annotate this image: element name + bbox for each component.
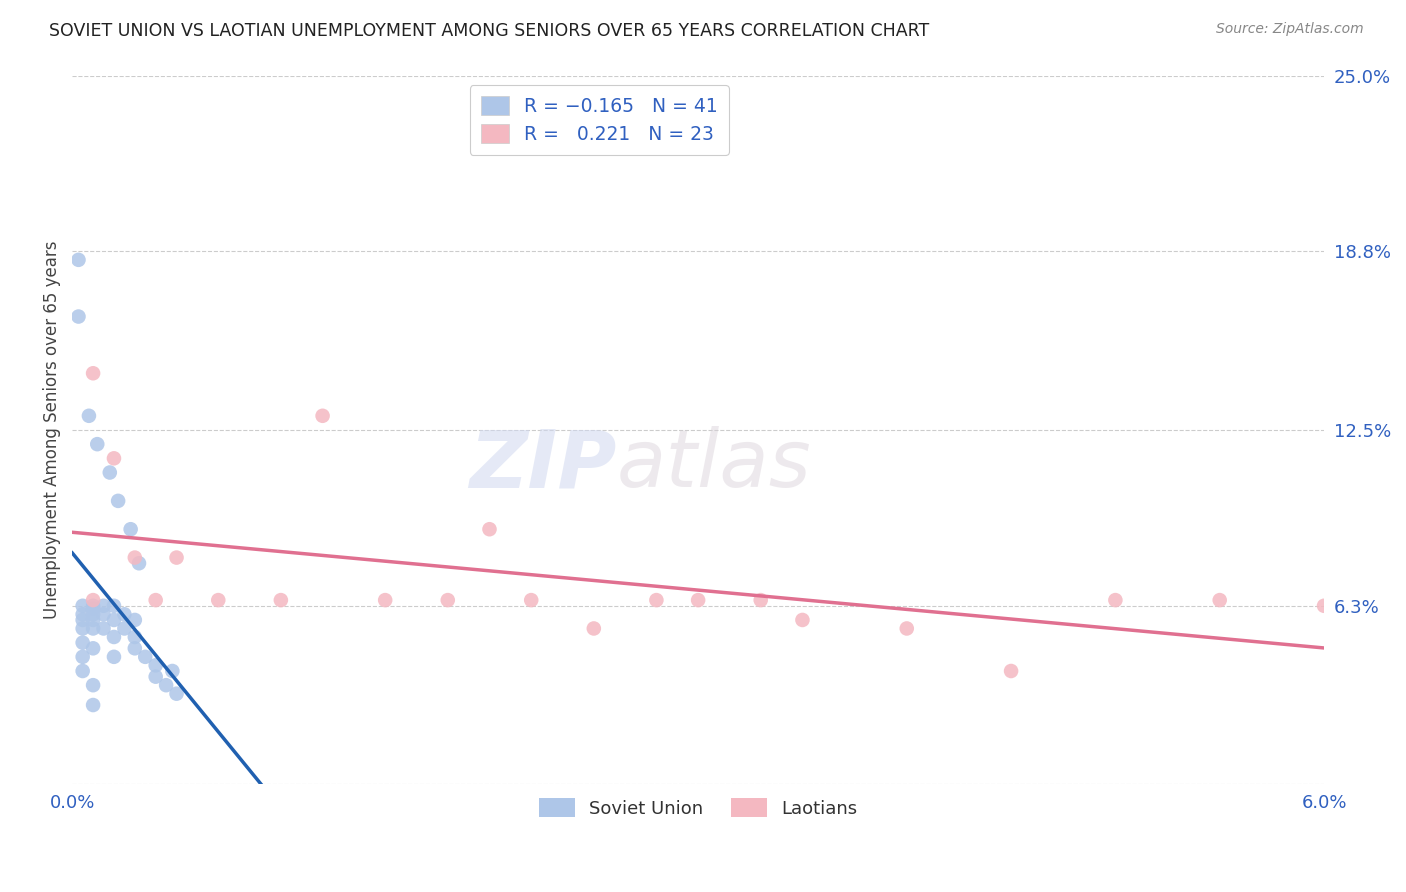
Point: [93, 599, 115, 613]
Point: [311, 409, 333, 423]
Point: [82, 698, 104, 712]
Point: [688, 593, 710, 607]
Point: [103, 630, 125, 644]
Point: [72, 622, 94, 636]
Point: [67, 310, 90, 324]
Point: [72, 613, 94, 627]
Point: [103, 451, 125, 466]
Point: [145, 593, 167, 607]
Text: atlas: atlas: [617, 426, 811, 504]
Point: [120, 522, 142, 536]
Point: [145, 670, 167, 684]
Point: [374, 593, 396, 607]
Point: [72, 607, 94, 622]
Point: [124, 613, 146, 627]
Point: [1209, 593, 1232, 607]
Point: [145, 658, 167, 673]
Point: [103, 599, 125, 613]
Point: [162, 664, 184, 678]
Y-axis label: Unemployment Among Seniors over 65 years: Unemployment Among Seniors over 65 years: [44, 241, 60, 619]
Text: SOVIET UNION VS LAOTIAN UNEMPLOYMENT AMONG SENIORS OVER 65 YEARS CORRELATION CHA: SOVIET UNION VS LAOTIAN UNEMPLOYMENT AMO…: [49, 22, 929, 40]
Point: [82, 607, 104, 622]
Point: [582, 622, 605, 636]
Point: [82, 599, 104, 613]
Point: [107, 494, 129, 508]
Point: [112, 607, 135, 622]
Point: [134, 649, 156, 664]
Point: [82, 622, 104, 636]
Text: Source: ZipAtlas.com: Source: ZipAtlas.com: [1216, 22, 1364, 37]
Point: [103, 613, 125, 627]
Point: [72, 635, 94, 649]
Point: [72, 649, 94, 664]
Point: [1313, 599, 1336, 613]
Point: [82, 613, 104, 627]
Point: [77, 409, 100, 423]
Point: [93, 607, 115, 622]
Point: [103, 649, 125, 664]
Point: [82, 366, 104, 380]
Point: [896, 622, 918, 636]
Point: [128, 556, 150, 570]
Point: [166, 550, 188, 565]
Point: [124, 550, 146, 565]
Point: [67, 252, 90, 267]
Text: ZIP: ZIP: [470, 426, 617, 504]
Point: [72, 664, 94, 678]
Point: [207, 593, 229, 607]
Point: [436, 593, 458, 607]
Point: [72, 599, 94, 613]
Point: [1000, 664, 1022, 678]
Point: [124, 630, 146, 644]
Point: [82, 678, 104, 692]
Point: [155, 678, 177, 692]
Point: [86, 437, 108, 451]
Point: [166, 687, 188, 701]
Point: [82, 601, 104, 615]
Legend: Soviet Union, Laotians: Soviet Union, Laotians: [531, 791, 865, 825]
Point: [112, 622, 135, 636]
Point: [270, 593, 292, 607]
Point: [478, 522, 501, 536]
Point: [124, 641, 146, 656]
Point: [645, 593, 668, 607]
Point: [82, 593, 104, 607]
Point: [93, 622, 115, 636]
Point: [520, 593, 543, 607]
Point: [82, 641, 104, 656]
Point: [1104, 593, 1126, 607]
Point: [98, 466, 121, 480]
Point: [792, 613, 814, 627]
Point: [749, 593, 772, 607]
